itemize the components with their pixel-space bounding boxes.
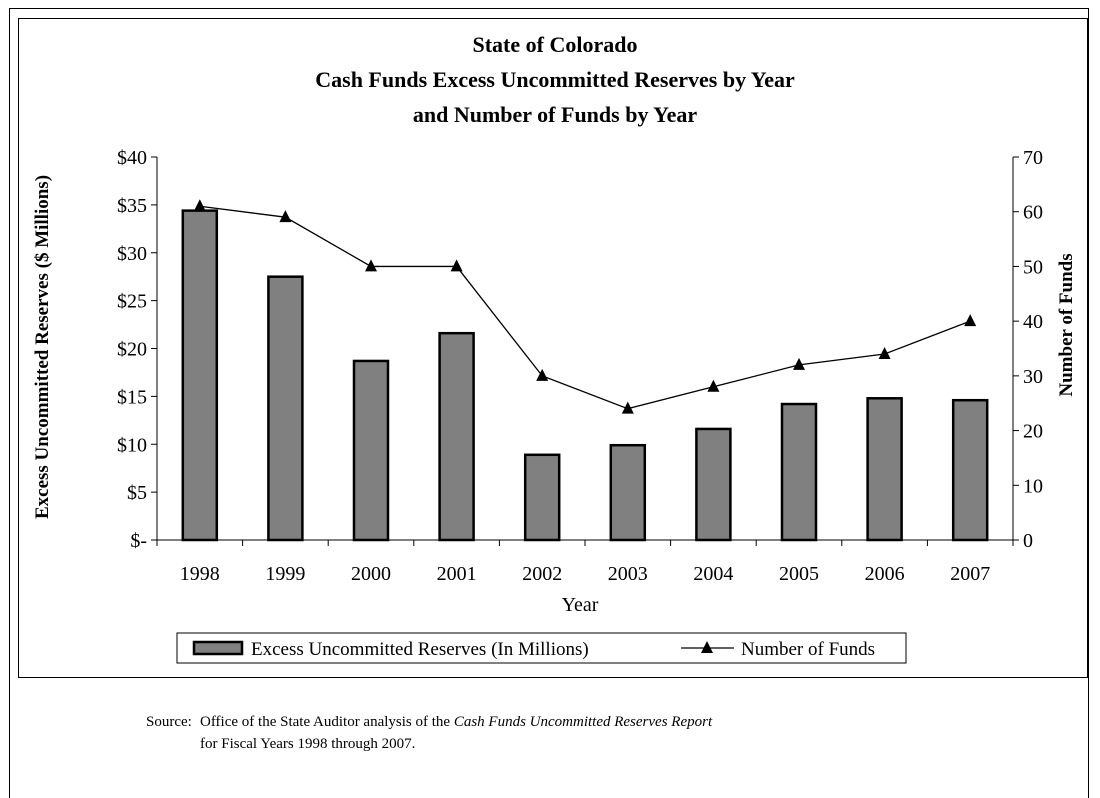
x-tick-label-2004: 2004 xyxy=(693,563,733,585)
source-note: Source: Office of the State Auditor analy… xyxy=(146,711,712,755)
source-label: Source: xyxy=(146,711,200,733)
legend-label-funds: Number of Funds xyxy=(741,639,875,660)
y-right-tick-label: 70 xyxy=(1023,147,1043,169)
bar-2001 xyxy=(440,333,474,540)
bar-2005 xyxy=(782,404,816,540)
plot-area: $40 $35 $30 $25 $20 $15 $10 $5 $- 0 10 20 30 40 50 60 70… xyxy=(117,147,1043,585)
chart-title: State of Colorado Cash Funds Excess Unco… xyxy=(315,32,795,127)
funds-line xyxy=(200,206,970,408)
chart: State of Colorado Cash Funds Excess Unco… xyxy=(0,0,1100,700)
funds-point-2000 xyxy=(365,259,377,271)
x-tick-label-2000: 2000 xyxy=(351,563,391,585)
x-axis-label: Year xyxy=(562,594,599,616)
funds-point-2007 xyxy=(964,314,976,326)
y-left-tick-label: $40 xyxy=(117,147,147,169)
x-tick-label-2005: 2005 xyxy=(779,563,819,585)
y-left-tick-label: $30 xyxy=(117,243,147,265)
bar-1998 xyxy=(183,211,217,540)
y-right-tick-label: 10 xyxy=(1023,475,1043,497)
x-tick-label-2001: 2001 xyxy=(437,563,477,585)
y-right-tick-label: 30 xyxy=(1023,366,1043,388)
y-right-tick-label: 60 xyxy=(1023,202,1043,224)
chart-title-line-3: and Number of Funds by Year xyxy=(413,102,697,127)
y-right-tick-label: 20 xyxy=(1023,421,1043,443)
source-report-title: Cash Funds Uncommitted Reserves Report xyxy=(454,714,712,730)
bar-2000 xyxy=(354,361,388,540)
bar-2007 xyxy=(953,400,987,540)
chart-title-line-1: State of Colorado xyxy=(473,32,638,57)
x-tick-label-2006: 2006 xyxy=(865,563,905,585)
y-left-tick-label: $20 xyxy=(117,339,147,361)
y-right-tick-label: 50 xyxy=(1023,256,1043,278)
x-tick-label-2002: 2002 xyxy=(522,563,562,585)
y-left-tick-label: $- xyxy=(130,530,147,552)
bar-2006 xyxy=(868,398,902,540)
y-axis-right-label: Number of Funds xyxy=(1056,253,1077,396)
bar-1999 xyxy=(268,277,302,540)
bar-2004 xyxy=(696,429,730,540)
legend-bar-swatch xyxy=(194,642,242,654)
y-left-tick-label: $25 xyxy=(117,291,147,313)
funds-point-1998 xyxy=(194,199,206,211)
source-text-line-2: for Fiscal Years 1998 through 2007. xyxy=(146,733,712,755)
y-left-tick-label: $35 xyxy=(117,195,147,217)
chart-title-line-2: Cash Funds Excess Uncommitted Reserves b… xyxy=(315,67,795,92)
x-tick-label-1999: 1999 xyxy=(265,563,305,585)
source-text: Office of the State Auditor analysis of … xyxy=(200,714,454,730)
x-tick-label-1998: 1998 xyxy=(180,563,220,585)
y-left-tick-label: $15 xyxy=(117,386,147,408)
bar-2003 xyxy=(611,445,645,540)
bar-2002 xyxy=(525,455,559,540)
y-left-tick-label: $10 xyxy=(117,434,147,456)
x-tick-label-2007: 2007 xyxy=(950,563,990,585)
legend-label-reserves: Excess Uncommitted Reserves (In Millions… xyxy=(251,639,589,660)
x-tick-label-2003: 2003 xyxy=(608,563,648,585)
y-left-tick-label: $5 xyxy=(127,482,147,504)
y-right-tick-label: 40 xyxy=(1023,311,1043,333)
y-axis-left-label: Excess Uncommitted Reserves ($ Millions) xyxy=(32,175,53,519)
funds-point-2001 xyxy=(451,259,463,271)
y-right-tick-label: 0 xyxy=(1023,530,1033,552)
legend: Excess Uncommitted Reserves (In Millions… xyxy=(177,633,906,663)
